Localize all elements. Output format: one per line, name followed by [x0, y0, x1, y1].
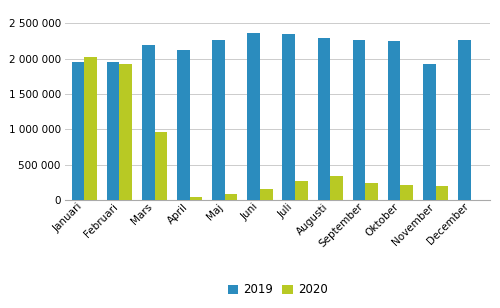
Bar	[423, 64, 436, 200]
Bar	[84, 57, 97, 200]
Bar	[436, 186, 448, 200]
Bar	[212, 40, 225, 200]
Bar	[318, 38, 330, 200]
Bar	[458, 40, 470, 200]
Bar	[282, 34, 295, 200]
Bar	[295, 181, 308, 200]
Bar	[352, 40, 366, 200]
Bar	[72, 62, 85, 200]
Bar	[177, 50, 190, 200]
Bar	[248, 33, 260, 200]
Bar	[120, 64, 132, 200]
Bar	[154, 132, 167, 200]
Bar	[260, 189, 272, 200]
Bar	[190, 197, 202, 200]
Bar	[142, 45, 154, 200]
Bar	[400, 184, 413, 200]
Bar	[366, 183, 378, 200]
Bar	[330, 176, 343, 200]
Bar	[388, 41, 400, 200]
Bar	[225, 194, 237, 200]
Legend: 2019, 2020: 2019, 2020	[223, 279, 332, 301]
Bar	[107, 62, 120, 200]
